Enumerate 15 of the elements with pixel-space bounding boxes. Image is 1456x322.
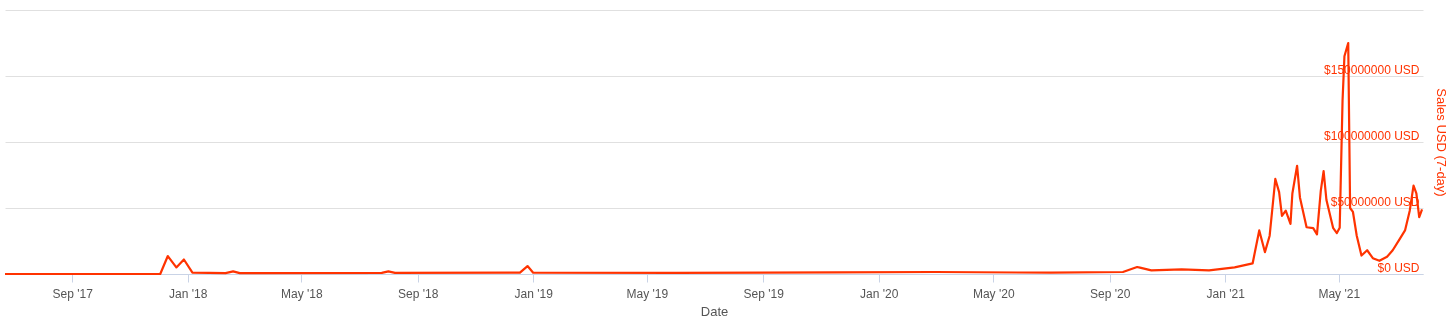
y2-tick-label: $0 USD <box>1377 260 1420 275</box>
x-tick-label: May '19 <box>626 286 669 301</box>
x-tick-label: Jan '19 <box>514 286 554 301</box>
y2-axis-title: Sales USD (7-day) <box>1433 88 1449 197</box>
x-tick-label: Sep '18 <box>398 286 439 301</box>
x-tick-label: Jan '18 <box>169 286 208 301</box>
x-tick-label: Sep '20 <box>1090 286 1131 301</box>
x-tick-label: Sep '19 <box>743 286 785 301</box>
x-tick-label: May '20 <box>972 286 1015 301</box>
x-axis-title: Date <box>700 303 729 319</box>
x-tick-label: Jan '21 <box>1206 286 1246 301</box>
x-tick-label: Jan '20 <box>860 286 899 301</box>
x-tick-label: Sep '17 <box>52 286 94 301</box>
x-tick-label: May '21 <box>1318 286 1361 301</box>
x-tick-label: May '18 <box>280 286 323 301</box>
